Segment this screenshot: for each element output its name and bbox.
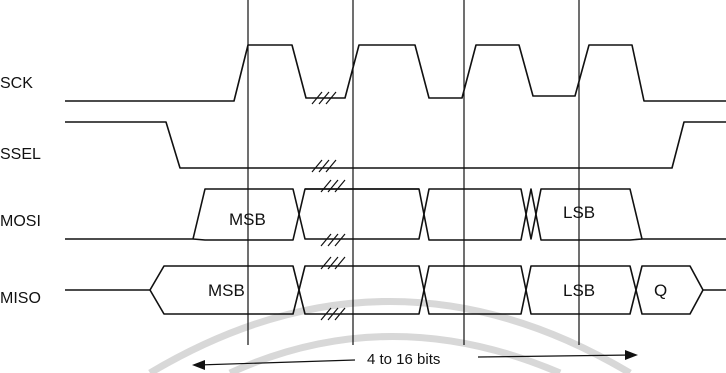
- sck-waveform: [65, 44, 726, 102]
- ssel-waveform: [65, 121, 726, 169]
- miso-label: MISO: [0, 290, 41, 307]
- bit-count-label: 4 to 16 bits: [367, 351, 440, 368]
- miso-waveform: [65, 265, 726, 315]
- mosi-waveform: [65, 188, 726, 241]
- bit-span-arrow: [192, 350, 638, 370]
- arrowhead-left: [192, 360, 205, 370]
- mosi-msb-label: MSB: [229, 210, 266, 229]
- ssel-break-marks: [311, 159, 337, 173]
- miso-lsb-label: LSB: [563, 281, 595, 300]
- miso-q-label: Q: [654, 281, 667, 300]
- miso-break-marks: [320, 256, 346, 321]
- arrowhead-right: [625, 350, 638, 360]
- sck-label: SCK: [0, 75, 33, 92]
- timing-reference-lines: [247, 0, 580, 345]
- miso-msb-label: MSB: [208, 281, 245, 300]
- mosi-break-marks: [320, 179, 346, 247]
- ssel-label: SSEL: [0, 146, 41, 163]
- mosi-lsb-label: LSB: [563, 203, 595, 222]
- sck-break-marks: [311, 91, 337, 105]
- mosi-label: MOSI: [0, 213, 41, 230]
